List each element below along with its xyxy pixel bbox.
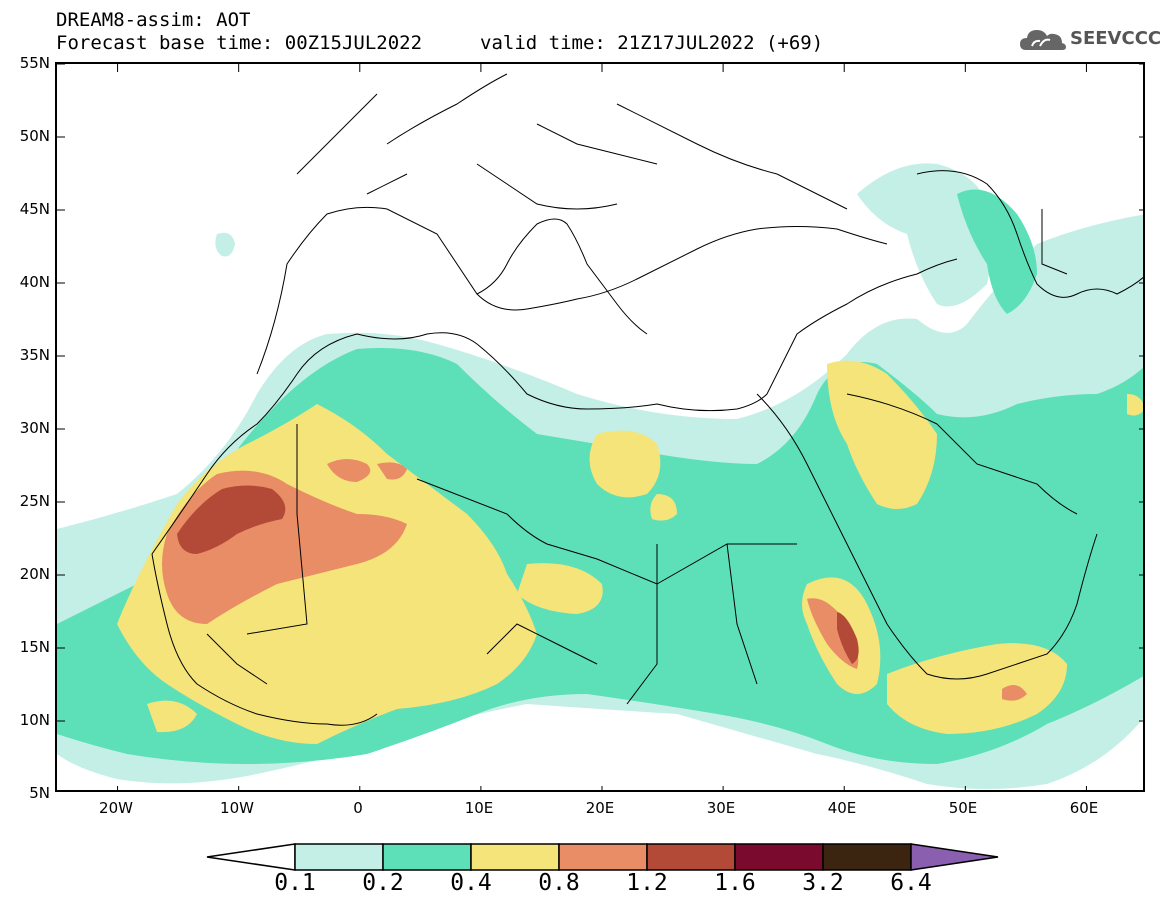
colorbar-segment-1-6: [734, 843, 824, 871]
valid-time: valid time: 21Z17JUL2022 (+69): [480, 32, 824, 54]
colorbar-label-1-2: 1.2: [626, 870, 668, 896]
logo-text: SEEVCCC: [1070, 28, 1162, 49]
lat-label-10n: 10N: [19, 711, 50, 729]
map-panel: [55, 62, 1145, 792]
colorbar-segment-0-1: [294, 843, 384, 871]
lat-label-45n: 45N: [19, 200, 50, 218]
lon-label-0: 0: [353, 799, 363, 817]
aot-band-1-2: [177, 485, 859, 664]
colorbar-segment-1-2: [646, 843, 736, 871]
country-borders: [151, 73, 1143, 726]
aot-colorbar: [206, 843, 999, 871]
lat-label-20n: 20N: [19, 565, 50, 583]
lat-label-40n: 40N: [19, 273, 50, 291]
colorbar-segment-0-2: [382, 843, 472, 871]
lon-label-60e: 60E: [1069, 799, 1099, 817]
colorbar-label-1-6: 1.6: [714, 870, 756, 896]
colorbar-segment-3-2: [822, 843, 912, 871]
lat-label-55n: 55N: [19, 54, 50, 72]
lon-label-40e: 40E: [827, 799, 857, 817]
lat-label-25n: 25N: [19, 492, 50, 510]
colorbar-label-6-4: 6.4: [890, 870, 932, 896]
colorbar-segment-0-8: [558, 843, 648, 871]
lat-label-30n: 30N: [19, 419, 50, 437]
aot-map: [57, 64, 1143, 790]
colorbar-high-arrow: [910, 843, 999, 871]
colorbar-label-0-1: 0.1: [274, 870, 316, 896]
lon-label-20w: 20W: [99, 799, 133, 817]
map-title: DREAM8-assim: AOT: [56, 9, 251, 31]
lat-label-35n: 35N: [19, 346, 50, 364]
map-ticks: [57, 64, 1143, 790]
lon-label-10e: 10E: [464, 799, 494, 817]
lat-label-15n: 15N: [19, 638, 50, 656]
colorbar-label-0-2: 0.2: [362, 870, 404, 896]
lat-label-5n: 5N: [29, 784, 50, 802]
seevccc-logo: SEEVCCC: [1018, 24, 1162, 56]
lat-label-50n: 50N: [19, 127, 50, 145]
cloud-icon: [1020, 30, 1066, 50]
colorbar-low-arrow: [206, 843, 296, 871]
colorbar-segment-0-4: [470, 843, 560, 871]
lon-label-30e: 30E: [706, 799, 736, 817]
lon-label-10w: 10W: [220, 799, 254, 817]
forecast-base-time: Forecast base time: 00Z15JUL2022: [56, 32, 423, 54]
colorbar-label-3-2: 3.2: [802, 870, 844, 896]
colorbar-label-0-8: 0.8: [538, 870, 580, 896]
lon-label-50e: 50E: [948, 799, 978, 817]
lon-label-20e: 20E: [585, 799, 615, 817]
colorbar-label-0-4: 0.4: [450, 870, 492, 896]
